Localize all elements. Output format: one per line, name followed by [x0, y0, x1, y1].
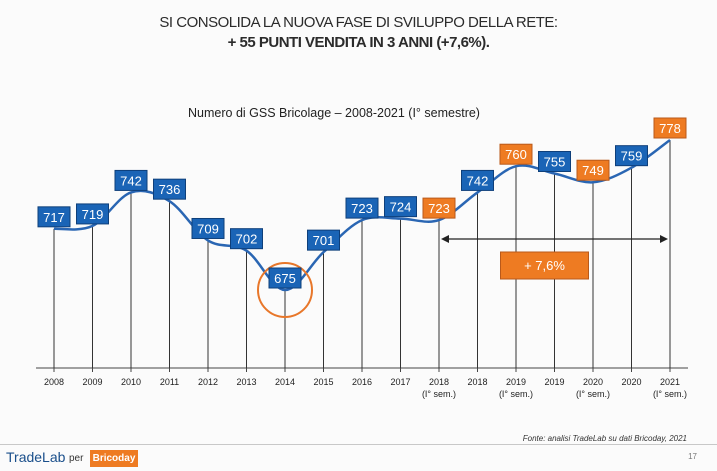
- x-tick-label: 2018: [429, 377, 449, 387]
- x-tick-label: 2011: [160, 377, 179, 387]
- data-label-box: [76, 203, 109, 225]
- data-label: 760: [499, 143, 533, 165]
- data-label-text: 759: [621, 149, 643, 164]
- x-tick-label: 2010: [121, 377, 141, 387]
- data-label-text: 709: [197, 221, 219, 236]
- data-label: 749: [576, 159, 610, 181]
- x-tick-label: 2008: [44, 377, 64, 387]
- data-label: 719: [76, 203, 109, 225]
- x-tick-label: 2009: [82, 377, 102, 387]
- x-tick-label: 2012: [198, 377, 218, 387]
- data-label-text: 760: [505, 147, 527, 162]
- data-label-text: 723: [351, 201, 373, 216]
- data-label-box: [615, 145, 648, 167]
- data-label: 755: [538, 150, 571, 172]
- x-tick-label: 2019: [506, 377, 526, 387]
- data-label-text: 742: [120, 173, 142, 188]
- x-tick-label: 2020: [583, 377, 603, 387]
- data-label-box: [191, 217, 225, 239]
- source-note: Fonte: analisi TradeLab su dati Bricoday…: [522, 434, 687, 443]
- data-label-box: [230, 228, 263, 250]
- x-tick-label: 2021: [660, 377, 680, 387]
- data-label: 717: [37, 206, 71, 228]
- data-label: 742: [461, 169, 494, 191]
- x-tick-label: 2014: [275, 377, 295, 387]
- data-label-text: 719: [82, 207, 104, 222]
- data-label: 742: [114, 169, 148, 191]
- growth-text: + 7,6%: [524, 258, 565, 273]
- data-label-box: [307, 229, 340, 251]
- footer-divider: [0, 444, 717, 445]
- data-label: 723: [345, 197, 379, 219]
- x-tick-label: 2017: [390, 377, 410, 387]
- x-tick-label: 2015: [313, 377, 333, 387]
- data-label-text: 736: [159, 182, 181, 197]
- slide-title-line-2: + 55 PUNTI VENDITA IN 3 ANNI (+7,6%).: [227, 34, 490, 51]
- growth-arrow-left-head: [441, 235, 449, 243]
- x-tick-label: 2018: [467, 377, 487, 387]
- data-label-text: 702: [236, 232, 258, 247]
- data-label-box: [499, 143, 533, 165]
- x-tick-sublabel: (I° sem.): [499, 389, 533, 399]
- data-label-box: [268, 267, 302, 289]
- data-label: 724: [384, 196, 417, 218]
- data-label: 701: [307, 229, 340, 251]
- x-tick-label: 2016: [352, 377, 372, 387]
- page-number: 17: [688, 452, 697, 461]
- data-label: 778: [653, 117, 687, 139]
- data-label-box: [384, 196, 417, 218]
- growth-arrow-right-head: [660, 235, 668, 243]
- slide-title-line-1: SI CONSOLIDA LA NUOVA FASE DI SVILUPPO D…: [159, 14, 558, 31]
- data-label-box: [153, 178, 186, 200]
- data-label-box: [345, 197, 379, 219]
- data-label-text: 723: [428, 201, 450, 216]
- data-label-text: 742: [467, 173, 489, 188]
- data-label-text: 749: [582, 163, 604, 178]
- data-label: 675: [268, 267, 302, 289]
- data-label-box: [538, 150, 571, 172]
- data-label-text: 675: [274, 271, 296, 286]
- data-label-box: [576, 159, 610, 181]
- data-label-text: 717: [43, 210, 65, 225]
- data-label: 736: [153, 178, 186, 200]
- data-label-text: 778: [659, 121, 681, 136]
- x-tick-label: 2013: [236, 377, 256, 387]
- data-label: 759: [615, 145, 648, 167]
- data-label: 723: [422, 197, 456, 219]
- data-label-box: [653, 117, 687, 139]
- data-label-box: [422, 197, 456, 219]
- data-label-text: 701: [313, 233, 335, 248]
- x-tick-label: 2019: [544, 377, 564, 387]
- tradelab-logo: TradeLab: [6, 449, 66, 465]
- x-tick-sublabel: (I° sem.): [422, 389, 456, 399]
- data-label-text: 724: [390, 200, 412, 215]
- chart-title: Numero di GSS Bricolage – 2008-2021 (I° …: [188, 106, 480, 120]
- bricoday-logo: Bricoday: [90, 450, 138, 467]
- data-label-text: 755: [544, 154, 566, 169]
- data-label: 702: [230, 228, 263, 250]
- x-tick-sublabel: (I° sem.): [576, 389, 610, 399]
- x-tick-sublabel: (I° sem.): [653, 389, 687, 399]
- logo-per-text: per: [69, 453, 84, 464]
- data-label-box: [114, 169, 148, 191]
- x-tick-label: 2020: [621, 377, 641, 387]
- growth-box: [500, 251, 589, 280]
- data-label: 709: [191, 217, 225, 239]
- highlight-circle: [257, 262, 313, 318]
- data-label-box: [461, 169, 494, 191]
- data-label-box: [37, 206, 71, 228]
